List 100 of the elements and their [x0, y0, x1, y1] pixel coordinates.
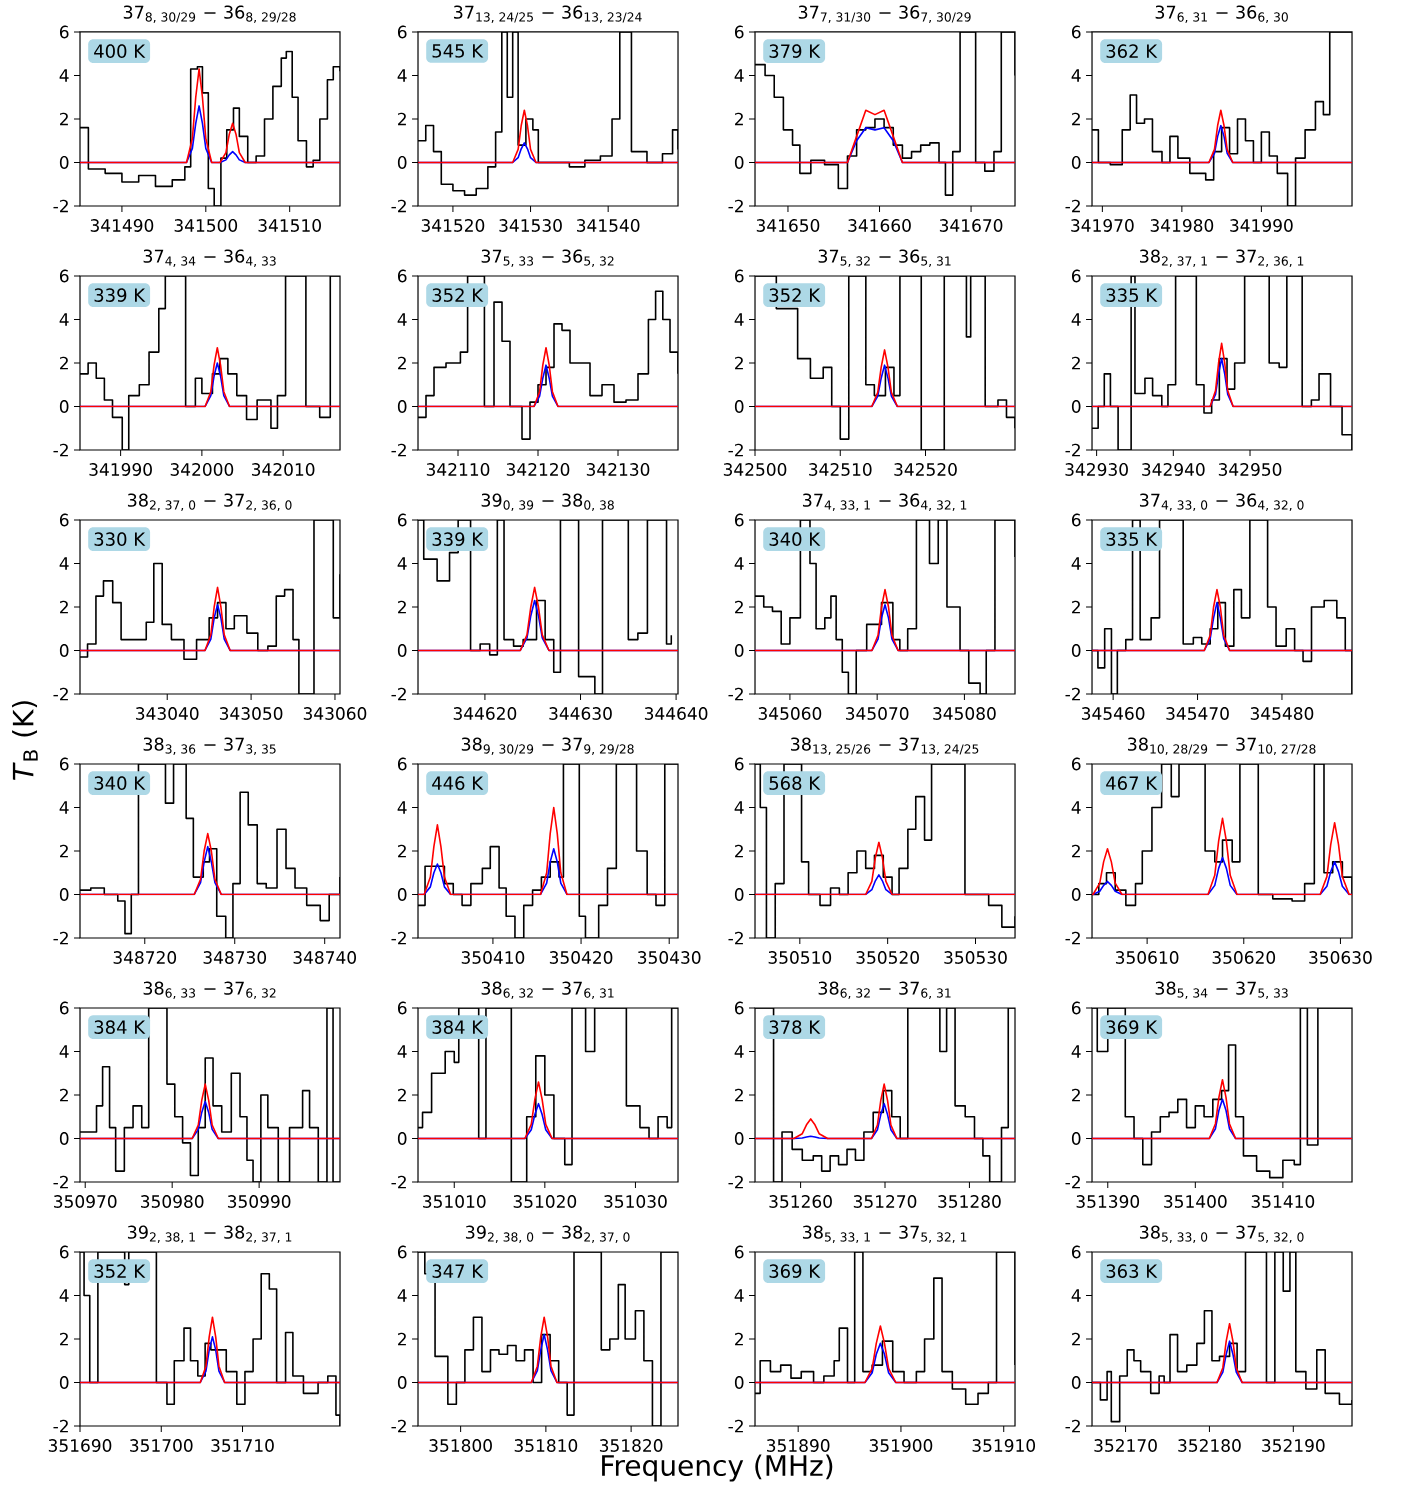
- y-tick-label: 6: [734, 757, 744, 771]
- annotation: 379 K: [769, 44, 821, 58]
- y-tick-label: 2: [1072, 112, 1080, 126]
- x-tick-label: 351400: [1164, 1195, 1227, 1208]
- y-tick-label: 2: [1072, 356, 1080, 370]
- y-tick-label: 0: [397, 156, 407, 169]
- y-tick-label: 2: [735, 600, 743, 614]
- annotation: 446 K: [432, 776, 484, 790]
- y-tick-label: 6: [397, 25, 407, 39]
- y-tick-label: 2: [735, 1088, 743, 1102]
- x-tick-label: 350970: [54, 1195, 117, 1208]
- y-tick-label: 0: [397, 888, 407, 901]
- x-tick-label: 341970: [1071, 219, 1134, 232]
- y-tick-label: 6: [397, 513, 407, 527]
- annotation: 330 K: [94, 532, 146, 546]
- chart-title: 39$_{2, 38, 0}$ − 38$_{2, 37, 0}$: [465, 1225, 630, 1243]
- annotation: 369 K: [1106, 1020, 1158, 1034]
- y-tick-label: 6: [734, 269, 744, 283]
- y-tick-label: -2: [1065, 199, 1080, 213]
- x-tick-label: 345070: [846, 707, 909, 720]
- y-tick-label: 0: [59, 1376, 69, 1389]
- chart-title: 38$_{9, 30/29}$ − 37$_{9, 29/28}$: [461, 737, 634, 755]
- y-tick-label: 2: [735, 1332, 743, 1346]
- y-tick-label: 0: [734, 156, 744, 169]
- x-tick-label: 350630: [1309, 951, 1372, 964]
- y-tick-label: 4: [734, 1289, 744, 1302]
- x-tick-label: 350990: [227, 1195, 291, 1208]
- x-tick-label: 352190: [1262, 1439, 1325, 1452]
- annotation: 347 K: [432, 1264, 484, 1278]
- y-tick-label: -2: [728, 687, 743, 701]
- chart-title: 38$_{5, 33, 1}$ − 37$_{5, 32, 1}$: [802, 1225, 967, 1243]
- y-tick-label: -2: [53, 687, 68, 701]
- y-tick-label: 4: [734, 69, 744, 82]
- y-tick-label: -2: [391, 1419, 406, 1433]
- chart-title: 38$_{6, 33}$ − 37$_{6, 32}$: [143, 981, 276, 999]
- x-tick-label: 351020: [513, 1195, 577, 1208]
- y-tick-label: -2: [53, 1419, 68, 1433]
- annotation: 335 K: [1106, 288, 1158, 302]
- chart-title: 38$_{5, 34}$ − 37$_{5, 33}$: [1155, 981, 1288, 999]
- y-tick-label: 0: [734, 400, 744, 413]
- x-tick-label: 350980: [141, 1195, 204, 1208]
- y-tick-label: 6: [59, 1001, 69, 1015]
- y-tick-label: 4: [59, 1045, 69, 1058]
- annotation: 467 K: [1106, 776, 1158, 790]
- x-tick-label: 351410: [1251, 1195, 1315, 1208]
- y-tick-label: 6: [1071, 269, 1081, 283]
- annotation: 339 K: [432, 532, 484, 546]
- x-tick-label: 352170: [1094, 1439, 1157, 1452]
- y-tick-label: 6: [1071, 1001, 1081, 1015]
- y-tick-label: 2: [1072, 1332, 1080, 1346]
- y-tick-label: 6: [734, 1245, 744, 1259]
- annotation: 340 K: [94, 776, 146, 790]
- y-tick-label: 6: [734, 1001, 744, 1015]
- y-tick-label: -2: [728, 443, 743, 457]
- x-tick-label: 350620: [1212, 951, 1276, 964]
- x-tick-label: 344620: [453, 707, 517, 720]
- y-tick-label: 4: [734, 313, 744, 326]
- y-tick-label: 4: [59, 801, 69, 814]
- y-tick-label: 0: [397, 1132, 407, 1145]
- x-tick-label: 351710: [211, 1439, 274, 1452]
- x-tick-label: 342000: [170, 463, 234, 476]
- y-tick-label: 4: [1071, 1289, 1081, 1302]
- y-tick-label: 0: [397, 644, 407, 657]
- y-tick-label: 0: [59, 400, 69, 413]
- x-tick-label: 341980: [1150, 219, 1214, 232]
- x-tick-label: 351280: [938, 1195, 1001, 1208]
- x-tick-label: 350520: [856, 951, 919, 964]
- y-tick-label: -2: [391, 687, 406, 701]
- y-tick-label: 2: [60, 356, 68, 370]
- annotation: 352 K: [432, 288, 484, 302]
- y-tick-label: 4: [397, 313, 407, 326]
- chart-title: 37$_{4, 33, 1}$ − 36$_{4, 32, 1}$: [802, 493, 967, 511]
- y-tick-label: 6: [59, 269, 69, 283]
- x-tick-label: 351910: [972, 1439, 1036, 1452]
- y-tick-label: -2: [391, 931, 406, 945]
- y-tick-label: -2: [728, 931, 743, 945]
- x-tick-label: 351820: [599, 1439, 663, 1452]
- x-tick-label: 342010: [251, 463, 315, 476]
- chart-title: 38$_{5, 33, 0}$ − 37$_{5, 32, 0}$: [1139, 1225, 1304, 1243]
- y-tick-label: 0: [1071, 644, 1081, 657]
- y-tick-label: -2: [1065, 687, 1080, 701]
- x-tick-label: 350530: [944, 951, 1007, 964]
- y-tick-label: 2: [1072, 1088, 1080, 1102]
- y-tick-label: 4: [734, 801, 744, 814]
- y-tick-label: -2: [53, 199, 68, 213]
- chart-title: 38$_{13, 25/26}$ − 37$_{13, 24/25}$: [790, 737, 979, 755]
- x-tick-label: 350510: [768, 951, 832, 964]
- y-tick-label: 4: [59, 69, 69, 82]
- y-tick-label: 6: [397, 269, 407, 283]
- y-tick-label: 4: [59, 313, 69, 326]
- y-tick-label: -2: [728, 199, 743, 213]
- x-tick-label: 348720: [113, 951, 177, 964]
- x-tick-label: 351700: [130, 1439, 193, 1452]
- y-tick-label: 2: [735, 844, 743, 858]
- x-tick-label: 342940: [1142, 463, 1205, 476]
- x-tick-label: 341530: [499, 219, 562, 232]
- x-tick-label: 341670: [939, 219, 1003, 232]
- y-tick-label: 6: [1071, 1245, 1081, 1259]
- y-tick-label: -2: [391, 199, 406, 213]
- y-tick-label: 6: [59, 1245, 69, 1259]
